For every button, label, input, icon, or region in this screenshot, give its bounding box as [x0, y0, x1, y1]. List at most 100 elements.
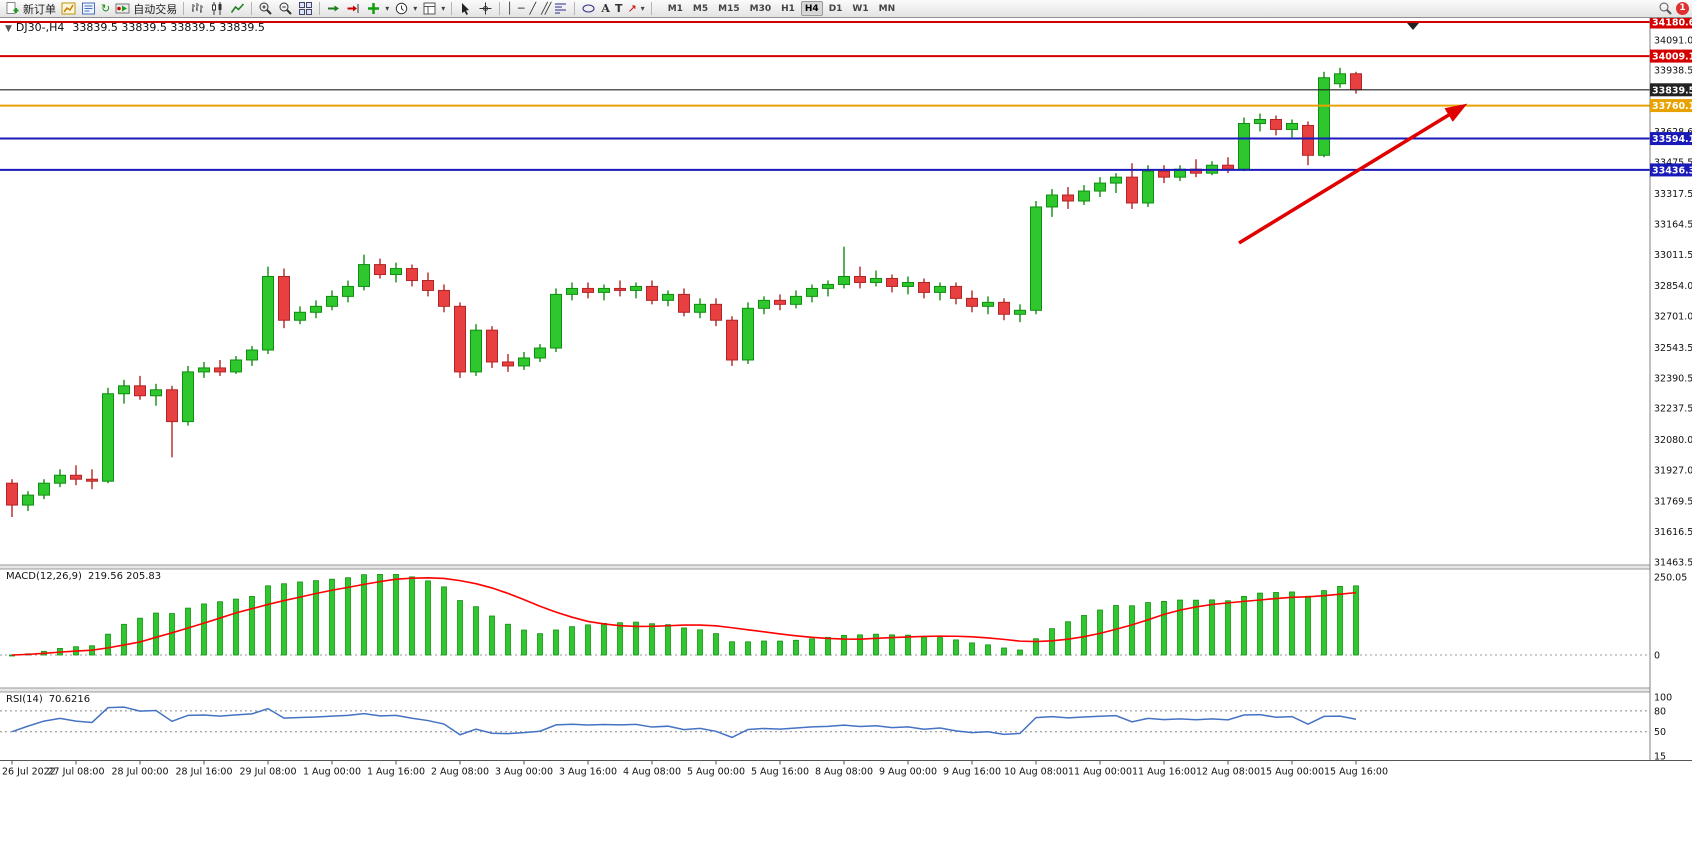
panel-splitter[interactable]: [0, 688, 1692, 692]
refresh-icon: ↻: [101, 2, 111, 15]
svg-text:28 Jul 16:00: 28 Jul 16:00: [176, 767, 233, 778]
vertical-line-button[interactable]: │: [504, 1, 515, 17]
price-scale[interactable]: 34091.033938.533628.633475.533317.533164…: [1649, 15, 1692, 842]
candlestick-chart-icon: [212, 2, 222, 15]
level-lines[interactable]: [0, 21, 1650, 171]
panel-splitter[interactable]: [0, 565, 1692, 569]
templates-button[interactable]: ▾: [420, 1, 447, 17]
timeframe-group: M1 M5 M15 M30 H1 H4 D1 W1 MN: [664, 1, 899, 16]
autotrading-button[interactable]: 自动交易: [113, 1, 179, 17]
ellipse-icon: [582, 4, 595, 13]
price-tag: [1650, 132, 1692, 146]
tile-windows-button[interactable]: [296, 1, 315, 17]
price-tag: [1650, 163, 1692, 177]
search-button[interactable]: [1656, 1, 1675, 17]
toolbar-separator: [650, 2, 652, 15]
chart-shift-marker[interactable]: [1407, 23, 1419, 30]
timeframe-h1-button[interactable]: H1: [777, 1, 799, 16]
svg-text:34180.6: 34180.6: [1652, 18, 1692, 29]
text-button[interactable]: A: [599, 1, 612, 17]
charts-icon: [61, 2, 76, 15]
line-chart-icon: [231, 3, 245, 13]
bar-chart-icon: [192, 3, 204, 13]
timeframe-d1-button[interactable]: D1: [825, 1, 847, 16]
bar-chart-button[interactable]: [188, 1, 207, 17]
timeframe-m30-button[interactable]: M30: [746, 1, 775, 16]
svg-text:32390.5: 32390.5: [1654, 373, 1692, 384]
timeframe-m1-button[interactable]: M1: [664, 1, 687, 16]
line-chart-button[interactable]: [228, 1, 247, 17]
svg-text:250.05: 250.05: [1654, 572, 1687, 583]
timeframe-m5-button[interactable]: M5: [689, 1, 712, 16]
trendline-button[interactable]: ╱: [528, 1, 539, 17]
refresh-button[interactable]: ↻: [99, 1, 112, 17]
zoom-out-button[interactable]: [276, 1, 295, 17]
svg-text:1 Aug 16:00: 1 Aug 16:00: [367, 767, 425, 778]
channel-icon: ╱╱: [541, 2, 551, 15]
svg-text:1 Aug 00:00: 1 Aug 00:00: [303, 767, 361, 778]
timeframe-h4-button[interactable]: H4: [800, 1, 823, 16]
notification-badge[interactable]: 1: [1676, 2, 1689, 15]
svg-text:50: 50: [1654, 727, 1666, 738]
svg-text:33436.3: 33436.3: [1652, 165, 1692, 176]
svg-text:10 Aug 08:00: 10 Aug 08:00: [1004, 767, 1068, 778]
toolbar-separator: [251, 2, 253, 15]
svg-text:11 Aug 16:00: 11 Aug 16:00: [1132, 767, 1196, 778]
svg-text:100: 100: [1654, 693, 1672, 704]
svg-text:80: 80: [1654, 706, 1666, 717]
candlestick-chart-button[interactable]: [208, 1, 227, 17]
auto-scroll-button[interactable]: [324, 1, 343, 17]
label-icon: T: [614, 2, 623, 15]
chart-shift-button[interactable]: [344, 1, 363, 17]
svg-text:27 Jul 08:00: 27 Jul 08:00: [48, 767, 105, 778]
svg-text:15 Aug 16:00: 15 Aug 16:00: [1324, 767, 1388, 778]
crosshair-icon: [479, 2, 492, 15]
svg-text:33317.5: 33317.5: [1654, 189, 1692, 200]
chevron-down-icon: ▾: [441, 4, 446, 13]
candles-layer: [6, 67, 1362, 517]
svg-text:31927.0: 31927.0: [1654, 465, 1692, 476]
timeframe-mn-button[interactable]: MN: [875, 1, 900, 16]
rsi-name: RSI(14): [6, 694, 43, 705]
crosshair-button[interactable]: [476, 1, 495, 17]
cursor-button[interactable]: [456, 1, 475, 17]
chart-symbol-period: DJ30-,H4: [15, 21, 65, 34]
text-icon: A: [601, 2, 610, 15]
market-watch-button[interactable]: [79, 1, 98, 17]
horizontal-line-button[interactable]: ─: [516, 1, 527, 17]
label-button[interactable]: T: [613, 1, 625, 17]
svg-text:32701.0: 32701.0: [1654, 312, 1692, 323]
horizontal-line-icon: ─: [517, 2, 525, 15]
search-icon: [1659, 2, 1672, 15]
trend-arrow-annotation[interactable]: [1238, 103, 1468, 245]
fibonacci-button[interactable]: [551, 1, 570, 17]
add-indicator-icon: [368, 3, 380, 14]
arrows-button[interactable]: ↗ ▾: [625, 1, 646, 17]
macd-signal-line: [11, 577, 1357, 656]
svg-text:33839.5: 33839.5: [1652, 85, 1692, 96]
chevron-down-icon: ▾: [385, 4, 390, 13]
channel-button[interactable]: ╱╱: [539, 1, 551, 17]
new-order-button[interactable]: 新订单: [3, 1, 58, 17]
svg-text:9 Aug 16:00: 9 Aug 16:00: [943, 767, 1001, 778]
add-indicator-button[interactable]: ▾: [364, 1, 391, 17]
one-click-trading-toggle[interactable]: ▼: [5, 24, 12, 34]
toolbar-separator: [319, 2, 321, 15]
svg-text:33938.5: 33938.5: [1654, 66, 1692, 77]
zoom-in-button[interactable]: [256, 1, 275, 17]
vertical-line-icon: │: [506, 2, 513, 15]
timeframe-w1-button[interactable]: W1: [848, 1, 872, 16]
svg-text:5 Aug 00:00: 5 Aug 00:00: [687, 767, 745, 778]
chart-ohlc-readout: ▼ DJ30-,H4 33839.5 33839.5 33839.5 33839.5: [5, 21, 265, 34]
shapes-button[interactable]: [579, 1, 598, 17]
clock-icon: [396, 2, 408, 15]
svg-text:2 Aug 08:00: 2 Aug 08:00: [431, 767, 489, 778]
charts-button[interactable]: [59, 1, 78, 17]
periods-button[interactable]: ▾: [392, 1, 419, 17]
svg-text:28 Jul 00:00: 28 Jul 00:00: [112, 767, 169, 778]
timeframe-m15-button[interactable]: M15: [714, 1, 743, 16]
price-tag: [1650, 83, 1692, 97]
svg-text:33011.5: 33011.5: [1654, 250, 1692, 261]
